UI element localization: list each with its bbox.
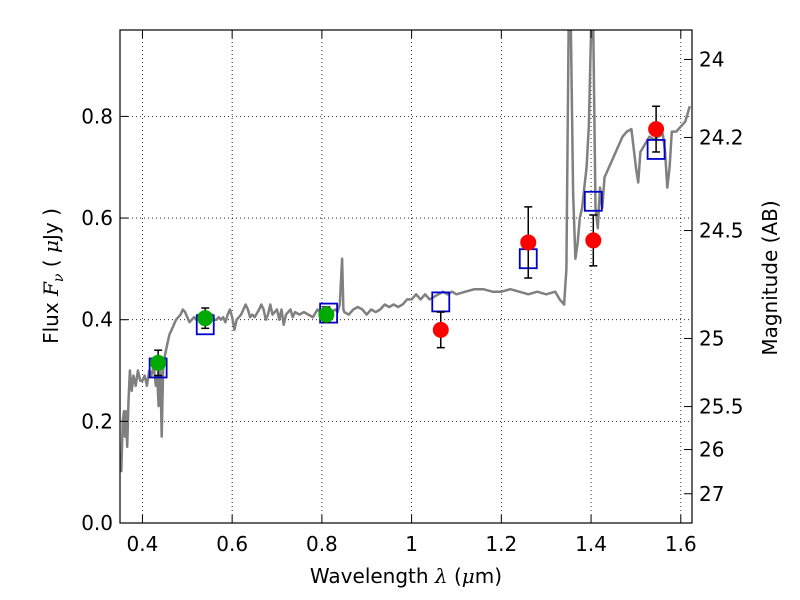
ticks: 0.4 0.6 0.8 1 1.2 1.4 1.6 0.0 0.2 0.4 0.6 0.8 24 24.2… — [81, 30, 744, 556]
x-tick-label: 1 — [405, 532, 418, 556]
model-flux-square — [583, 190, 603, 212]
grid — [120, 30, 692, 524]
x-tick-label: 1.6 — [665, 532, 697, 556]
y-tick-label: 0.8 — [81, 104, 113, 128]
optical-flux-point — [197, 310, 214, 327]
x-tick-label: 0.6 — [216, 532, 248, 556]
mag-tick-label: 24.2 — [699, 125, 744, 149]
y-axis-label: Flux Fν ( μJy ) — [39, 208, 67, 344]
y-tick-label: 0.6 — [81, 206, 113, 230]
plot-frame — [119, 29, 693, 524]
y-tick-label: 0.4 — [81, 308, 113, 332]
mag-tick-label: 24 — [699, 47, 724, 71]
x-tick-label: 0.4 — [127, 532, 159, 556]
sed-template-line — [120, 30, 691, 473]
mag-tick-label: 24.5 — [699, 219, 744, 243]
nir-flux-point — [648, 121, 665, 138]
mag-tick-label: 25 — [699, 326, 724, 350]
optical-flux-point — [150, 354, 167, 371]
optical-flux-point — [318, 306, 335, 323]
x-tick-label: 0.8 — [306, 532, 338, 556]
nir-flux-point — [585, 232, 602, 249]
x-tick-label: 1.4 — [575, 532, 607, 556]
nir-flux-point — [520, 234, 537, 251]
nir-flux-point — [432, 321, 449, 338]
y-tick-label: 0.2 — [81, 409, 113, 433]
template-layer — [120, 30, 691, 473]
x-axis-label: Wavelength λ (μm) — [310, 564, 502, 588]
mag-tick-label: 25.5 — [699, 395, 744, 419]
x-tick-label: 1.2 — [485, 532, 517, 556]
mag-tick-label: 26 — [699, 438, 724, 462]
mag-tick-label: 27 — [699, 482, 724, 506]
photometry-layer — [148, 105, 666, 379]
y-tick-label: 0.0 — [81, 511, 113, 535]
magnitude-axis-label: Magnitude (AB) — [758, 200, 782, 355]
